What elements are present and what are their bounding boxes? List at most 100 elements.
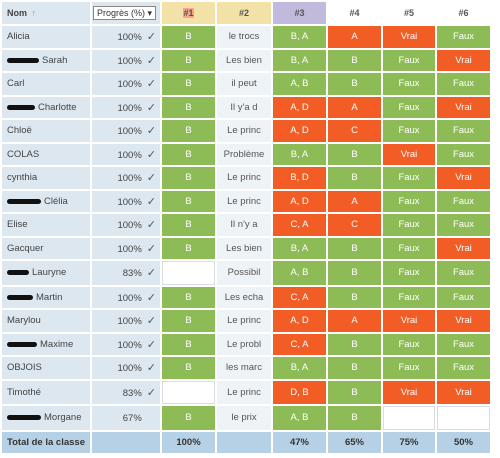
answer-cell[interactable]: B	[162, 49, 215, 71]
empty-answer-cell[interactable]	[162, 261, 215, 285]
answer-cell[interactable]: B	[162, 357, 215, 379]
student-name-cell[interactable]: Charlotte	[2, 96, 90, 118]
answer-cell[interactable]: Faux	[437, 214, 490, 236]
answer-cell[interactable]: Vrai	[383, 310, 435, 332]
answer-cell[interactable]: A	[328, 96, 381, 118]
empty-answer-cell[interactable]	[437, 406, 490, 430]
answer-cell[interactable]: B	[162, 214, 215, 236]
answer-cell[interactable]: Faux	[437, 286, 490, 308]
answer-cell[interactable]: Faux	[437, 190, 490, 212]
answer-cell[interactable]: le trocs	[217, 26, 271, 48]
answer-cell[interactable]: les marc	[217, 357, 271, 379]
answer-cell[interactable]: Faux	[383, 286, 435, 308]
student-name-cell[interactable]: Chloë	[2, 120, 90, 142]
answer-cell[interactable]: B	[328, 406, 381, 430]
answer-cell[interactable]: Faux	[383, 120, 435, 142]
answer-cell[interactable]: Faux	[383, 190, 435, 212]
student-name-cell[interactable]: cynthia	[2, 167, 90, 189]
answer-cell[interactable]: Faux	[383, 261, 435, 285]
student-name-cell[interactable]: Lauryne	[2, 261, 90, 285]
answer-cell[interactable]: Faux	[437, 333, 490, 355]
answer-cell[interactable]: Faux	[383, 214, 435, 236]
answer-cell[interactable]: Vrai	[437, 49, 490, 71]
student-name-cell[interactable]: Gacquer	[2, 237, 90, 259]
student-name-cell[interactable]: Morgane	[2, 406, 90, 430]
student-name-cell[interactable]: COLAS	[2, 143, 90, 165]
answer-cell[interactable]: Faux	[383, 357, 435, 379]
answer-cell[interactable]: Il n'y a	[217, 214, 271, 236]
answer-cell[interactable]: Faux	[383, 96, 435, 118]
student-name-cell[interactable]: Elise	[2, 214, 90, 236]
answer-cell[interactable]: B	[162, 73, 215, 95]
answer-cell[interactable]: B	[328, 333, 381, 355]
answer-cell[interactable]: Faux	[383, 49, 435, 71]
answer-cell[interactable]: il peut	[217, 73, 271, 95]
answer-cell[interactable]: C, A	[273, 214, 326, 236]
answer-cell[interactable]: B	[162, 167, 215, 189]
answer-cell[interactable]: A	[328, 190, 381, 212]
student-row[interactable]: Chloë 100% ✓ B Le princ A, D C Faux Faux	[2, 120, 490, 142]
answer-cell[interactable]: B, A	[273, 237, 326, 259]
answer-cell[interactable]: B	[328, 73, 381, 95]
answer-cell[interactable]: Problème	[217, 143, 271, 165]
answer-cell[interactable]: Vrai	[437, 310, 490, 332]
answer-cell[interactable]: Il y'a d	[217, 96, 271, 118]
student-row[interactable]: Lauryne 83% ✓ Possibil A, B B Faux Faux	[2, 261, 490, 285]
answer-cell[interactable]: A, B	[273, 406, 326, 430]
answer-cell[interactable]: B	[328, 286, 381, 308]
answer-cell[interactable]: Le princ	[217, 120, 271, 142]
answer-cell[interactable]: B, A	[273, 357, 326, 379]
answer-cell[interactable]: B	[328, 357, 381, 379]
student-row[interactable]: Timothé 83% ✓ Le princ D, B B Vrai Vrai	[2, 380, 490, 404]
answer-cell[interactable]: B	[162, 190, 215, 212]
answer-cell[interactable]: Le princ	[217, 380, 271, 404]
answer-cell[interactable]: Faux	[383, 167, 435, 189]
student-name-cell[interactable]: Sarah	[2, 49, 90, 71]
answer-cell[interactable]: B	[162, 286, 215, 308]
empty-answer-cell[interactable]	[383, 406, 435, 430]
answer-cell[interactable]: Vrai	[437, 96, 490, 118]
answer-cell[interactable]: Faux	[437, 26, 490, 48]
answer-cell[interactable]: A, D	[273, 120, 326, 142]
answer-cell[interactable]: Le princ	[217, 310, 271, 332]
student-row[interactable]: Martin 100% ✓ B Les echa C, A B Faux Faux	[2, 286, 490, 308]
answer-cell[interactable]: D, B	[273, 380, 326, 404]
answer-cell[interactable]: B	[328, 167, 381, 189]
student-row[interactable]: Elise 100% ✓ B Il n'y a C, A C Faux Faux	[2, 214, 490, 236]
answer-cell[interactable]: A	[328, 26, 381, 48]
student-name-cell[interactable]: Clélia	[2, 190, 90, 212]
answer-cell[interactable]: A	[328, 310, 381, 332]
answer-cell[interactable]: B	[162, 143, 215, 165]
answer-cell[interactable]: Faux	[383, 333, 435, 355]
answer-cell[interactable]: Faux	[437, 261, 490, 285]
answer-cell[interactable]: A, D	[273, 96, 326, 118]
answer-cell[interactable]: B	[328, 261, 381, 285]
answer-cell[interactable]: B	[162, 310, 215, 332]
answer-cell[interactable]: B, A	[273, 26, 326, 48]
answer-cell[interactable]: Vrai	[437, 237, 490, 259]
student-row[interactable]: Sarah 100% ✓ B Les bien B, A B Faux Vrai	[2, 49, 490, 71]
answer-cell[interactable]: Faux	[437, 143, 490, 165]
answer-cell[interactable]: A, D	[273, 190, 326, 212]
answer-cell[interactable]: Faux	[437, 120, 490, 142]
question-header-6[interactable]: #6	[437, 2, 490, 24]
student-name-cell[interactable]: Alicia	[2, 26, 90, 48]
answer-cell[interactable]: B	[328, 237, 381, 259]
answer-cell[interactable]: Faux	[383, 237, 435, 259]
answer-cell[interactable]: A, D	[273, 310, 326, 332]
empty-answer-cell[interactable]	[162, 380, 215, 404]
answer-cell[interactable]: C, A	[273, 286, 326, 308]
answer-cell[interactable]: C, A	[273, 333, 326, 355]
answer-cell[interactable]: B	[162, 96, 215, 118]
question-header-4[interactable]: #4	[328, 2, 381, 24]
question-header-3[interactable]: #3	[273, 2, 326, 24]
student-row[interactable]: COLAS 100% ✓ B Problème B, A B Vrai Faux	[2, 143, 490, 165]
student-row[interactable]: Maxime 100% ✓ B Le probl C, A B Faux Faux	[2, 333, 490, 355]
answer-cell[interactable]: Les bien	[217, 49, 271, 71]
answer-cell[interactable]: B	[328, 143, 381, 165]
name-column-header[interactable]: Nom ↑	[2, 2, 90, 24]
answer-cell[interactable]: Faux	[437, 73, 490, 95]
student-row[interactable]: Marylou 100% ✓ B Le princ A, D A Vrai Vrai	[2, 310, 490, 332]
answer-cell[interactable]: Le princ	[217, 190, 271, 212]
